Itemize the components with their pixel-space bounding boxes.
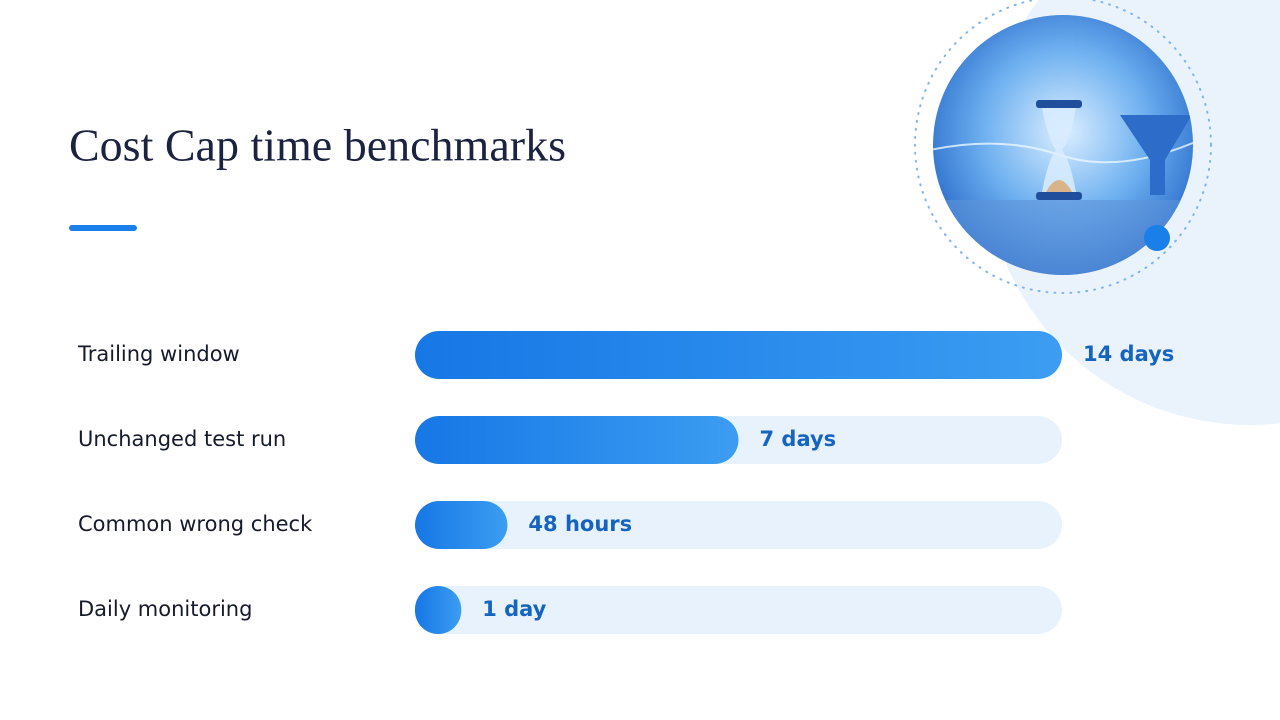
accent-dot [1144, 225, 1170, 251]
bar [415, 586, 462, 634]
chart-title: Cost Cap time benchmarks [69, 120, 566, 171]
bar [415, 331, 1062, 379]
bar-track [415, 586, 1062, 634]
category-label: Trailing window [77, 342, 240, 366]
category-label: Daily monitoring [78, 597, 252, 621]
value-label: 48 hours [528, 512, 632, 536]
value-label: 14 days [1083, 342, 1174, 366]
title-accent [69, 225, 137, 231]
value-label: 1 day [482, 597, 546, 621]
category-label: Unchanged test run [78, 427, 286, 451]
category-label: Common wrong check [78, 512, 313, 536]
bar [415, 416, 739, 464]
dotted-ring [914, 0, 1212, 294]
bar [415, 501, 508, 549]
value-label: 7 days [760, 427, 837, 451]
bar-track [415, 501, 1062, 549]
